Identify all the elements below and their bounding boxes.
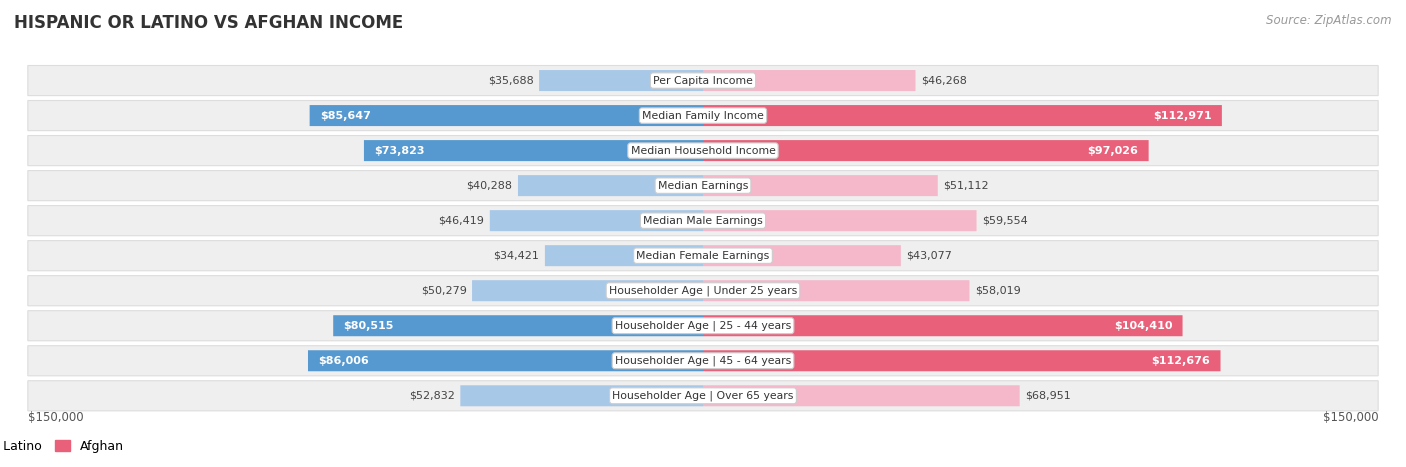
Text: $150,000: $150,000 — [1323, 411, 1378, 424]
Text: Householder Age | Over 65 years: Householder Age | Over 65 years — [612, 390, 794, 401]
Text: HISPANIC OR LATINO VS AFGHAN INCOME: HISPANIC OR LATINO VS AFGHAN INCOME — [14, 14, 404, 32]
FancyBboxPatch shape — [28, 276, 1378, 306]
Text: $104,410: $104,410 — [1114, 321, 1173, 331]
FancyBboxPatch shape — [703, 350, 1220, 371]
FancyBboxPatch shape — [333, 315, 703, 336]
FancyBboxPatch shape — [28, 311, 1378, 341]
Text: Median Female Earnings: Median Female Earnings — [637, 251, 769, 261]
FancyBboxPatch shape — [28, 205, 1378, 236]
Text: Householder Age | 45 - 64 years: Householder Age | 45 - 64 years — [614, 355, 792, 366]
FancyBboxPatch shape — [309, 105, 703, 126]
FancyBboxPatch shape — [28, 65, 1378, 96]
FancyBboxPatch shape — [703, 70, 915, 91]
Text: $80,515: $80,515 — [343, 321, 394, 331]
FancyBboxPatch shape — [517, 175, 703, 196]
FancyBboxPatch shape — [308, 350, 703, 371]
FancyBboxPatch shape — [28, 170, 1378, 201]
Text: $50,279: $50,279 — [420, 286, 467, 296]
Text: $86,006: $86,006 — [318, 356, 368, 366]
Legend: Hispanic or Latino, Afghan: Hispanic or Latino, Afghan — [0, 435, 129, 458]
Text: $112,971: $112,971 — [1153, 111, 1212, 120]
Text: $73,823: $73,823 — [374, 146, 425, 156]
Text: $40,288: $40,288 — [467, 181, 512, 191]
FancyBboxPatch shape — [703, 105, 1222, 126]
Text: Median Family Income: Median Family Income — [643, 111, 763, 120]
FancyBboxPatch shape — [28, 346, 1378, 376]
Text: $46,419: $46,419 — [439, 216, 484, 226]
Text: $150,000: $150,000 — [28, 411, 83, 424]
Text: Householder Age | 25 - 44 years: Householder Age | 25 - 44 years — [614, 320, 792, 331]
FancyBboxPatch shape — [703, 175, 938, 196]
FancyBboxPatch shape — [28, 100, 1378, 131]
Text: Median Household Income: Median Household Income — [630, 146, 776, 156]
FancyBboxPatch shape — [703, 315, 1182, 336]
Text: Householder Age | Under 25 years: Householder Age | Under 25 years — [609, 285, 797, 296]
Text: Median Male Earnings: Median Male Earnings — [643, 216, 763, 226]
FancyBboxPatch shape — [703, 140, 1149, 161]
Text: $34,421: $34,421 — [494, 251, 540, 261]
Text: $58,019: $58,019 — [974, 286, 1021, 296]
FancyBboxPatch shape — [28, 241, 1378, 271]
Text: $112,676: $112,676 — [1152, 356, 1211, 366]
Text: $85,647: $85,647 — [321, 111, 371, 120]
Text: $51,112: $51,112 — [943, 181, 988, 191]
Text: Median Earnings: Median Earnings — [658, 181, 748, 191]
FancyBboxPatch shape — [538, 70, 703, 91]
FancyBboxPatch shape — [489, 210, 703, 231]
FancyBboxPatch shape — [364, 140, 703, 161]
Text: Source: ZipAtlas.com: Source: ZipAtlas.com — [1267, 14, 1392, 27]
FancyBboxPatch shape — [28, 135, 1378, 166]
Text: $43,077: $43,077 — [907, 251, 952, 261]
Text: $35,688: $35,688 — [488, 76, 533, 85]
Text: $68,951: $68,951 — [1025, 391, 1071, 401]
Text: $52,832: $52,832 — [409, 391, 454, 401]
FancyBboxPatch shape — [703, 385, 1019, 406]
FancyBboxPatch shape — [703, 210, 977, 231]
Text: Per Capita Income: Per Capita Income — [652, 76, 754, 85]
FancyBboxPatch shape — [472, 280, 703, 301]
Text: $46,268: $46,268 — [921, 76, 967, 85]
FancyBboxPatch shape — [703, 245, 901, 266]
FancyBboxPatch shape — [546, 245, 703, 266]
FancyBboxPatch shape — [460, 385, 703, 406]
Text: $97,026: $97,026 — [1087, 146, 1139, 156]
FancyBboxPatch shape — [703, 280, 970, 301]
Text: $59,554: $59,554 — [981, 216, 1028, 226]
FancyBboxPatch shape — [28, 381, 1378, 411]
